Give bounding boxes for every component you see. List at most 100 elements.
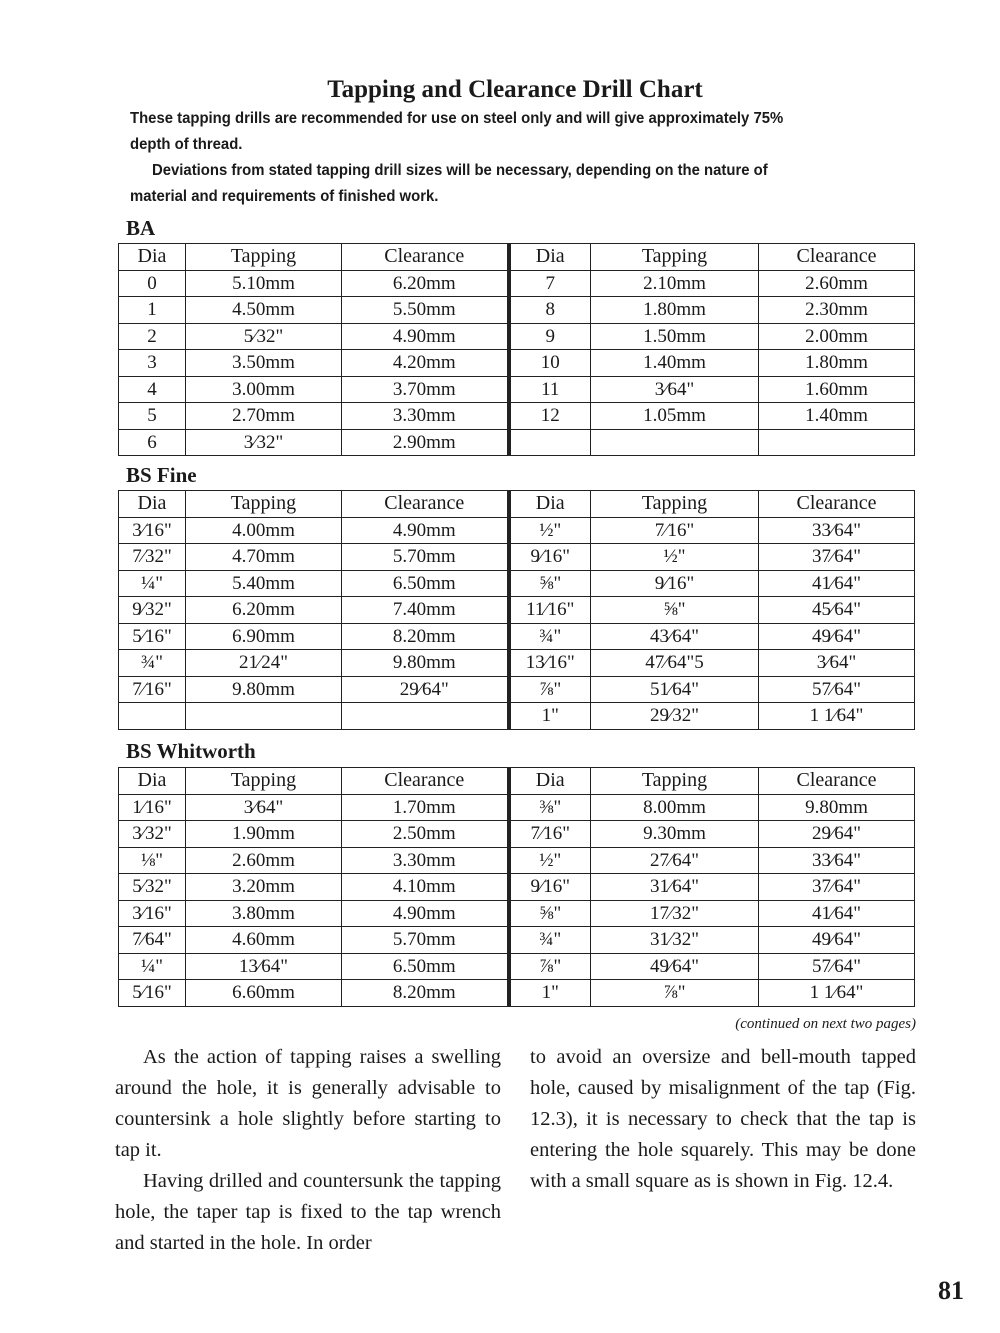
- table-cell: 1.40mm: [590, 349, 759, 377]
- column-header: Tapping: [590, 243, 759, 271]
- table-cell: 7⁄32": [118, 543, 186, 571]
- table-cell: 4.90mm: [341, 516, 511, 544]
- table-cell: 5.70mm: [341, 543, 511, 571]
- table-header-row: Dia Tapping Clearance Dia Tapping Clearance: [118, 243, 915, 271]
- body-paragraph: As the action of tapping raises a swelli…: [115, 1046, 501, 1161]
- column-header: Clearance: [341, 490, 511, 518]
- table-cell: 9: [508, 322, 591, 350]
- table-cell: 8.00mm: [590, 793, 759, 821]
- table-cell: 7: [508, 269, 591, 297]
- ba-table: Dia Tapping Clearance Dia Tapping Clearance 0 5…: [118, 243, 915, 456]
- table-cell: 4.60mm: [185, 926, 342, 954]
- table-cell: 49⁄64": [590, 952, 759, 980]
- table-cell: 2.90mm: [341, 428, 511, 456]
- column-header: Tapping: [590, 767, 759, 795]
- table-cell: 2.50mm: [341, 820, 511, 848]
- table-cell: 5.40mm: [185, 569, 342, 597]
- table-cell: 3.70mm: [341, 375, 511, 403]
- table-cell: 2: [118, 322, 186, 350]
- table-cell: 1": [508, 979, 591, 1007]
- table-cell: [185, 702, 342, 730]
- table-row: 3 3.50mm 4.20mm 10 1.40mm 1.80mm: [118, 349, 915, 377]
- table-cell: 3⁄32": [185, 428, 342, 456]
- table-cell: 3.00mm: [185, 375, 342, 403]
- column-header: Dia: [508, 767, 591, 795]
- intro-line-1: These tapping drills are recommended for…: [130, 110, 784, 127]
- table-cell: 11⁄16": [508, 596, 591, 624]
- column-header: Dia: [118, 243, 186, 271]
- table-cell: 37⁄64": [758, 873, 915, 901]
- table-cell: 21⁄24": [185, 649, 342, 677]
- table-cell: 6.50mm: [341, 952, 511, 980]
- table-cell: 6.50mm: [341, 569, 511, 597]
- body-column-right: to avoid an oversize and bell-mouth tapp…: [530, 1042, 916, 1197]
- table-cell: 1: [118, 296, 186, 324]
- table-cell: 8.20mm: [341, 979, 511, 1007]
- page-title: Tapping and Clearance Drill Chart: [327, 76, 703, 103]
- table-cell: 1.80mm: [590, 296, 759, 324]
- table-cell: 29⁄64": [758, 820, 915, 848]
- table-cell: 2.60mm: [758, 269, 915, 297]
- table-cell: 5: [118, 402, 186, 430]
- column-header: Tapping: [185, 243, 342, 271]
- intro-line-2: depth of thread.: [130, 136, 243, 153]
- table-cell: 1.40mm: [758, 402, 915, 430]
- table-cell: [508, 428, 591, 456]
- column-header: Clearance: [758, 767, 915, 795]
- table-cell: 57⁄64": [758, 952, 915, 980]
- table-cell: 6.20mm: [341, 269, 511, 297]
- table-cell: 6.60mm: [185, 979, 342, 1007]
- table-header-row: Dia Tapping Clearance Dia Tapping Clearance: [118, 490, 915, 518]
- table-cell: ½": [508, 846, 591, 874]
- table-cell: 1 1⁄64": [758, 702, 915, 730]
- table-cell: 1⁄16": [118, 793, 186, 821]
- table-cell: ⅛": [118, 846, 186, 874]
- table-cell: 3.50mm: [185, 349, 342, 377]
- table-cell: 5⁄16": [118, 979, 186, 1007]
- table-row: 7⁄16" 9.80mm 29⁄64" ⅞" 51⁄64" 57⁄64": [118, 675, 915, 703]
- table-cell: 3.80mm: [185, 899, 342, 927]
- table-cell: ⅜": [508, 793, 591, 821]
- table-cell: 2.10mm: [590, 269, 759, 297]
- table-cell: 5⁄16": [118, 622, 186, 650]
- table-cell: [118, 702, 186, 730]
- table-header-row: Dia Tapping Clearance Dia Tapping Clearance: [118, 767, 915, 795]
- table-cell: 31⁄64": [590, 873, 759, 901]
- table-row: 5 2.70mm 3.30mm 12 1.05mm 1.40mm: [118, 402, 915, 430]
- table-cell: 41⁄64": [758, 899, 915, 927]
- table-cell: ½": [508, 516, 591, 544]
- table-cell: 41⁄64": [758, 569, 915, 597]
- table-cell: 9.80mm: [341, 649, 511, 677]
- table-cell: 9.80mm: [185, 675, 342, 703]
- table-cell: 9.30mm: [590, 820, 759, 848]
- table-cell: 1.50mm: [590, 322, 759, 350]
- table-cell: 7⁄16": [590, 516, 759, 544]
- table-cell: ⅞": [508, 952, 591, 980]
- bs-whitworth-table: Dia Tapping Clearance Dia Tapping Clearance 1⁄…: [118, 767, 915, 1007]
- table-cell: 9⁄32": [118, 596, 186, 624]
- body-paragraph: Having drilled and countersunk the tappi…: [115, 1170, 501, 1254]
- table-cell: 29⁄64": [341, 675, 511, 703]
- table-cell: 45⁄64": [758, 596, 915, 624]
- table-cell: 51⁄64": [590, 675, 759, 703]
- table-cell: 1 1⁄64": [758, 979, 915, 1007]
- table-cell: 1.90mm: [185, 820, 342, 848]
- column-header: Dia: [508, 490, 591, 518]
- table-cell: 4.90mm: [341, 322, 511, 350]
- table-cell: ¾": [508, 622, 591, 650]
- body-paragraph: to avoid an oversize and bell-mouth tapp…: [530, 1046, 916, 1192]
- table-cell: [590, 428, 759, 456]
- table-cell: ¼": [118, 952, 186, 980]
- table-cell: 10: [508, 349, 591, 377]
- page-number: 81: [938, 1276, 964, 1305]
- table-cell: 49⁄64": [758, 926, 915, 954]
- table-row: 1" 29⁄32" 1 1⁄64": [118, 702, 915, 730]
- table-cell: ⅝": [590, 596, 759, 624]
- table-row: 3⁄16" 4.00mm 4.90mm ½" 7⁄16" 33⁄64": [118, 516, 915, 544]
- table-cell: 5.50mm: [341, 296, 511, 324]
- table-cell: 2.60mm: [185, 846, 342, 874]
- column-header: Dia: [508, 243, 591, 271]
- table-cell: 33⁄64": [758, 846, 915, 874]
- table-cell: 2.00mm: [758, 322, 915, 350]
- table-row: 7⁄32" 4.70mm 5.70mm 9⁄16" ½" 37⁄64": [118, 543, 915, 571]
